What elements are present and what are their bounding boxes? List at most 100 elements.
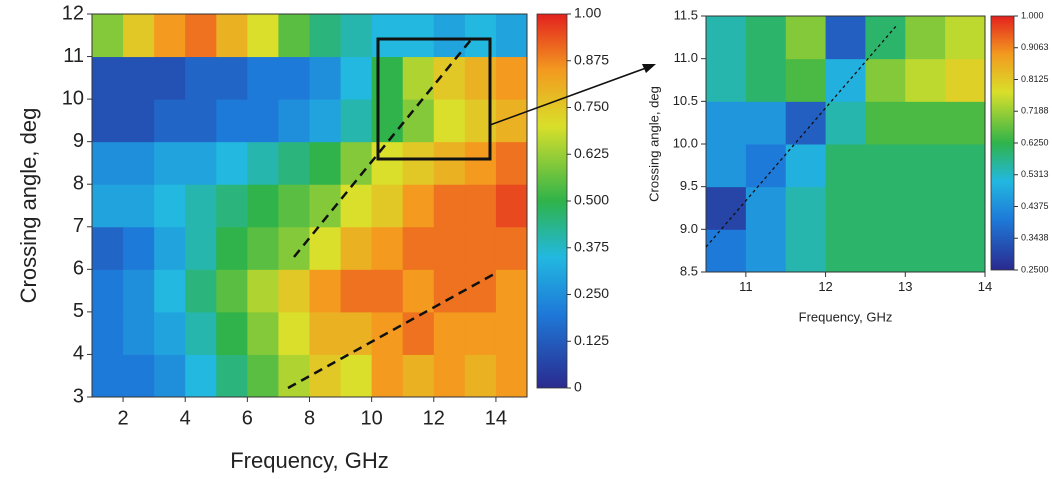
y-tick-label: 3 — [73, 385, 84, 407]
heat-cell — [464, 184, 497, 228]
heat-cell — [154, 56, 186, 100]
heat-cell — [185, 184, 217, 228]
heat-cell — [185, 354, 217, 398]
heat-cell — [945, 144, 986, 188]
heat-cell — [433, 311, 466, 355]
heat-cell — [495, 226, 528, 270]
heat-cell — [92, 269, 124, 313]
heat-cell — [825, 101, 866, 145]
heat-cell — [745, 229, 787, 273]
x-tick-label: 12 — [818, 279, 832, 294]
y-tick-label: 9.0 — [680, 221, 698, 236]
heat-cell — [247, 226, 279, 270]
heat-cell — [247, 311, 279, 355]
heat-cell — [247, 269, 279, 313]
heat-cell — [464, 226, 497, 270]
colorbar — [990, 15, 1015, 271]
heat-cell — [464, 311, 497, 355]
x-tick-label: 14 — [485, 407, 507, 429]
heat-cell — [340, 226, 373, 270]
heat-cell — [278, 56, 310, 100]
heat-cell — [785, 144, 827, 188]
y-tick-label: 11.0 — [674, 50, 698, 65]
heat-cell — [92, 354, 124, 398]
x-tick-label: 6 — [242, 407, 253, 429]
heat-cell — [247, 184, 279, 228]
heat-cell — [185, 269, 217, 313]
heat-cell — [706, 229, 747, 273]
heat-cell — [825, 144, 866, 188]
heat-cell — [340, 14, 373, 58]
x-axis-label: Frequency, GHz — [230, 448, 389, 473]
heat-cell — [154, 14, 186, 58]
x-tick-label: 13 — [898, 279, 912, 294]
y-tick-label: 10.5 — [673, 93, 698, 108]
heat-cell — [309, 354, 342, 398]
heat-cell — [123, 184, 155, 228]
heat-cell — [945, 58, 986, 102]
heat-cell — [495, 269, 528, 313]
axes: 2 4 6 8 10 12 14 3 4 5 6 7 8 9 10 11 12 Frequency, GHz Cro… — [16, 2, 1049, 473]
heat-cell — [340, 354, 373, 398]
heat-cell — [785, 58, 827, 102]
x-tick-label: 4 — [180, 407, 191, 429]
heat-cell — [216, 141, 248, 185]
heat-cell — [309, 311, 342, 355]
x-tick-label: 12 — [423, 407, 445, 429]
heat-cell — [402, 14, 435, 58]
colorbar-tick-label: 1.000 — [1021, 10, 1044, 20]
colorbar-tick-label: 0.7188 — [1021, 106, 1049, 116]
heat-cell — [216, 56, 248, 100]
colorbar-tick-label: 0.3438 — [1021, 233, 1049, 243]
arrow — [489, 67, 647, 126]
colorbar — [536, 13, 568, 389]
heat-cell — [278, 311, 310, 355]
heat-cell — [154, 354, 186, 398]
colorbar-tick-label: 0.4375 — [1021, 201, 1049, 211]
heat-cell — [945, 16, 986, 60]
heat-cell — [278, 226, 310, 270]
colorbar-tick-label: 0.8125 — [1021, 74, 1049, 84]
annotations — [287, 24, 898, 390]
y-tick-label: 10.0 — [673, 135, 698, 150]
heat-cell — [371, 99, 404, 143]
heat-cell — [433, 141, 466, 185]
heat-cell — [865, 58, 906, 102]
heat-cell — [123, 226, 155, 270]
heat-cell — [495, 354, 528, 398]
heat-cell — [216, 354, 248, 398]
heat-cell — [92, 99, 124, 143]
y-tick-label: 8.5 — [680, 263, 698, 278]
heat-cell — [402, 311, 435, 355]
dashed-guide — [287, 271, 497, 390]
heat-cell — [123, 354, 155, 398]
y-tick-label: 4 — [73, 343, 84, 365]
heat-cell — [745, 186, 787, 230]
heat-cell — [92, 184, 124, 228]
heat-cell — [216, 184, 248, 228]
heat-cell — [371, 56, 404, 100]
heat-cell — [464, 141, 497, 185]
heat-cell — [216, 311, 248, 355]
heat-cell — [945, 186, 986, 230]
heat-cell — [905, 16, 946, 60]
heat-cell — [278, 141, 310, 185]
heat-cell — [92, 226, 124, 270]
heat-cell — [154, 99, 186, 143]
heat-cell — [945, 101, 986, 145]
heat-cell — [216, 226, 248, 270]
heat-cell — [154, 184, 186, 228]
colorbar-tick-label: 0.5313 — [1021, 169, 1049, 179]
heat-cell — [745, 101, 787, 145]
heat-cell — [92, 141, 124, 185]
heat-cell — [433, 354, 466, 398]
y-tick-label: 11.5 — [674, 7, 698, 22]
heat-cell — [495, 141, 528, 185]
heat-cell — [123, 14, 155, 58]
heat-cell — [905, 229, 946, 273]
colorbar-tick-label: 0.2500 — [1021, 264, 1049, 274]
y-tick-label: 11 — [63, 45, 84, 67]
heat-cell — [825, 16, 866, 60]
heat-cell — [309, 14, 342, 58]
